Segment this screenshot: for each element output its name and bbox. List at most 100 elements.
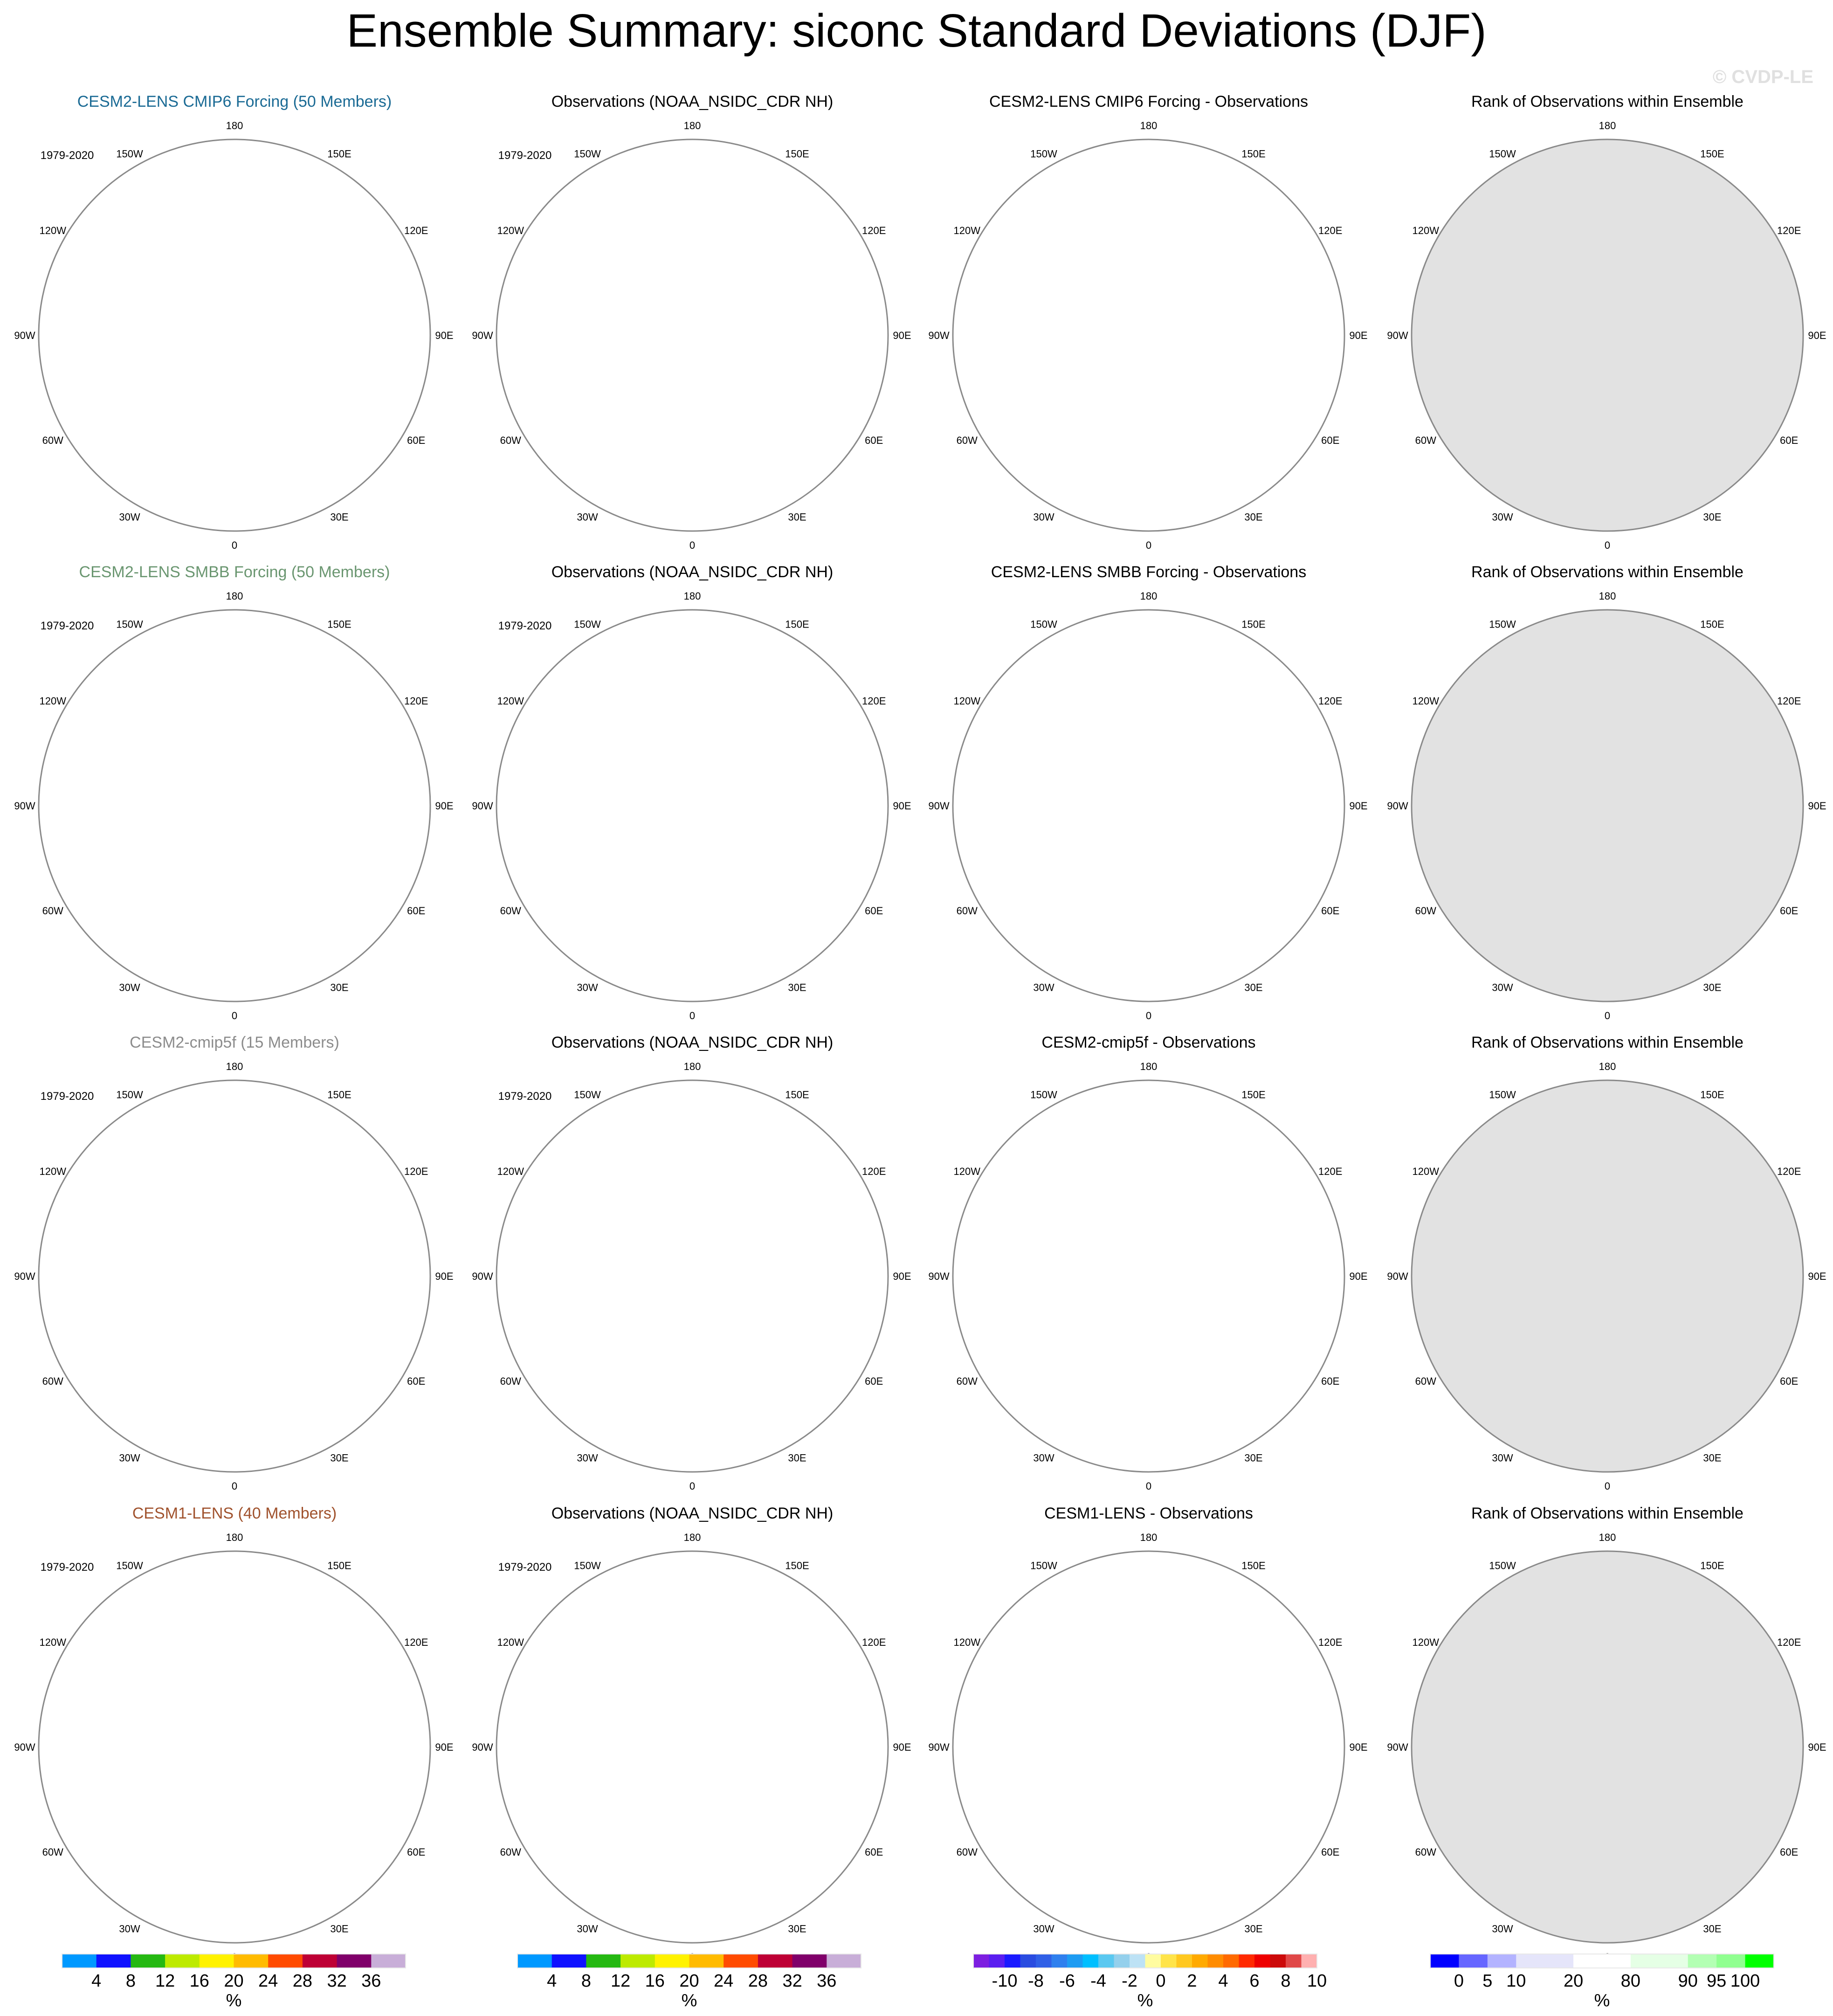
longitude-label: 150W (574, 1089, 601, 1100)
colorbar-box (792, 1954, 827, 1968)
longitude-label: 90E (435, 1270, 453, 1282)
colorbar-tick-label: 20 (1564, 1971, 1583, 1991)
panel-diff: CESM2-LENS SMBB Forcing - Observations 18… (928, 563, 1367, 1022)
longitude-label: 180 (1140, 1532, 1158, 1543)
colorbar-box (551, 1954, 586, 1968)
colorbar-tick-label: 12 (611, 1971, 630, 1991)
panel-title: Observations (NOAA_NSIDC_CDR NH) (551, 563, 834, 581)
colorbar: -10 -8 -6 -4 -2 0 2 4 6 8 10% (973, 1954, 1327, 2010)
longitude-label: 90W (472, 1270, 493, 1282)
longitude-label: 60W (500, 1846, 521, 1858)
longitude-label: 30E (1703, 1923, 1721, 1935)
panel-title: CESM2-cmip5f (15 Members) (130, 1034, 339, 1051)
longitude-label: 60W (957, 1846, 978, 1858)
longitude-label: 60E (1780, 1846, 1798, 1858)
colorbar: 0 5 10 20 80 90 95 100% (1430, 1954, 1774, 2010)
longitude-label: 120E (862, 1636, 886, 1648)
colorbar-tick-label: 8 (126, 1971, 136, 1991)
longitude-label: 90W (1387, 1741, 1408, 1753)
longitude-label: 60E (865, 1846, 883, 1858)
longitude-label: 30E (330, 511, 348, 523)
longitude-label: 90W (928, 1741, 949, 1753)
colorbar-tick-label: 10 (1506, 1971, 1526, 1991)
colorbar-box (517, 1954, 552, 1968)
panel-rank: Rank of Observations within Ensemble 180 1… (1387, 1034, 1826, 1492)
longitude-label: 30W (119, 511, 140, 523)
longitude-label: 180 (1599, 120, 1616, 131)
longitude-label: 60E (1321, 435, 1339, 446)
longitude-label: 60E (1780, 435, 1798, 446)
longitude-label: 180 (684, 1532, 701, 1543)
longitude-label: 90W (472, 800, 493, 812)
longitude-label: 90W (14, 330, 35, 341)
longitude-label: 30E (1703, 1452, 1721, 1464)
longitude-label: 150W (116, 1560, 143, 1571)
longitude-label: 150E (327, 1089, 351, 1100)
longitude-label: 150W (574, 1560, 601, 1571)
map-ocean (1412, 1080, 1803, 1472)
longitude-label: 150E (785, 1560, 809, 1571)
map-ocean (953, 1551, 1344, 1943)
colorbar-box (1688, 1954, 1717, 1968)
map-border (1411, 1079, 1804, 1473)
colorbar-outline (517, 1954, 861, 1968)
colorbar-box (1716, 1954, 1746, 1968)
colorbar-box (989, 1954, 1005, 1968)
longitude-label: 30E (1244, 1452, 1262, 1464)
longitude-label: 90E (893, 800, 911, 812)
longitude-label: 150E (1241, 1089, 1265, 1100)
longitude-label: 120W (40, 1166, 67, 1177)
period-label: 1979-2020 (41, 1561, 94, 1574)
colorbar-tick-label: -8 (1028, 1971, 1044, 1991)
panel-title: Rank of Observations within Ensemble (1471, 1505, 1743, 1522)
longitude-label: 30W (119, 1923, 140, 1935)
colorbar-tick-label: -10 (992, 1971, 1018, 1991)
colorbars: 4 8 12 16 20 24 28 32 36%4 8 12 16 20 24 28 32 36%-10 -8-… (62, 1954, 1774, 2010)
colorbar-box (1239, 1954, 1255, 1968)
longitude-label: 120W (497, 695, 524, 707)
longitude-label: 150W (1489, 148, 1516, 159)
colorbar-outline (62, 1954, 406, 1968)
map-border (952, 1079, 1345, 1473)
longitude-label: 120E (1318, 1166, 1342, 1177)
colorbar-box (1270, 1954, 1286, 1968)
colorbar-box (689, 1954, 724, 1968)
colorbar-box (165, 1954, 200, 1968)
map-border (496, 609, 889, 1002)
longitude-label: 120W (954, 1636, 981, 1648)
longitude-label: 120E (1777, 225, 1801, 236)
colorbar-tick-label: 12 (155, 1971, 175, 1991)
colorbar-box (1301, 1954, 1317, 1968)
colorbar-box (1286, 1954, 1302, 1968)
period-label: 1979-2020 (41, 1090, 94, 1103)
longitude-label: 120W (497, 1166, 524, 1177)
longitude-label: 120E (1777, 1636, 1801, 1648)
longitude-label: 90E (1349, 1270, 1367, 1282)
longitude-label: 120E (1318, 225, 1342, 236)
panel-grid: CESM2-LENS CMIP6 Forcing (50 Members) 197… (14, 93, 1826, 1963)
longitude-label: 30E (330, 1923, 348, 1935)
longitude-label: 150W (116, 1089, 143, 1100)
panel-title: CESM1-LENS - Observations (1044, 1505, 1253, 1522)
longitude-label: 60E (407, 1846, 425, 1858)
longitude-label: 0 (689, 1010, 695, 1022)
colorbar-box (586, 1954, 621, 1968)
colorbar-box (1516, 1954, 1574, 1968)
longitude-label: 150E (1241, 148, 1265, 159)
longitude-label: 60E (865, 905, 883, 917)
panel-title: CESM2-LENS CMIP6 Forcing - Observations (989, 93, 1308, 110)
longitude-label: 180 (226, 590, 243, 602)
panel-title: CESM2-LENS CMIP6 Forcing (50 Members) (77, 93, 392, 110)
longitude-label: 150W (1030, 1089, 1057, 1100)
longitude-label: 30W (1033, 982, 1054, 994)
colorbar-box (827, 1954, 861, 1968)
longitude-label: 150E (1700, 618, 1724, 630)
colorbar-tick-label: 8 (1281, 1971, 1290, 1991)
colorbar-tick-label: 16 (645, 1971, 665, 1991)
longitude-label: 60E (1321, 1375, 1339, 1387)
colorbar-box (62, 1954, 97, 1968)
colorbar-box (1254, 1954, 1270, 1968)
colorbar-unit: % (682, 1991, 697, 2010)
longitude-label: 30W (1033, 1923, 1054, 1935)
map-ocean (953, 610, 1344, 1001)
